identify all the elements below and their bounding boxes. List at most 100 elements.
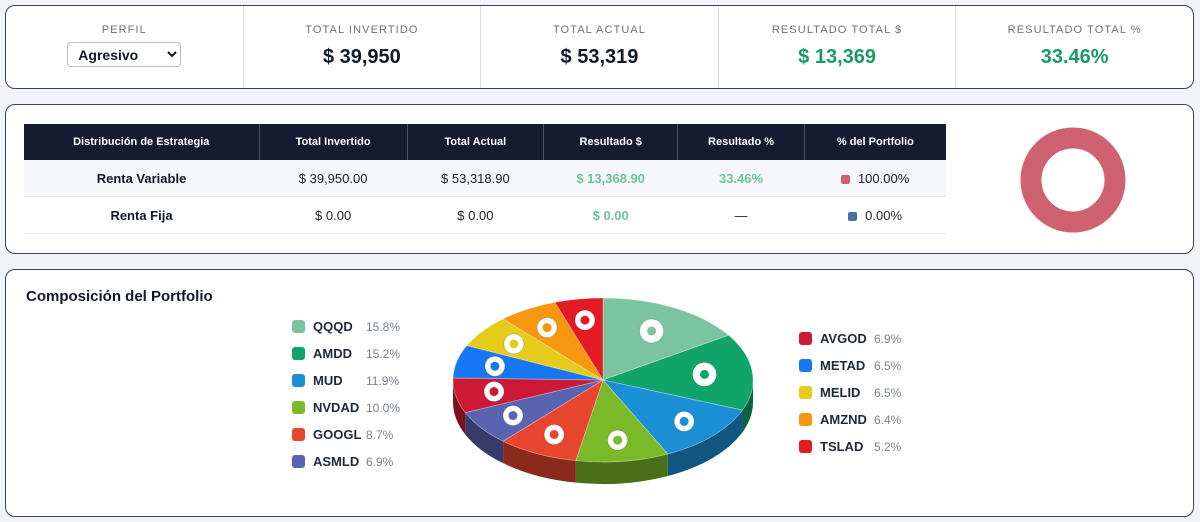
pie-logo-dot [699,369,709,379]
donut-ring[interactable] [1020,127,1126,233]
row-portfolio-pct: 0.00% [804,196,946,234]
legend-ticker: TSLAD [820,439,864,454]
pie-slice-side-amdd [742,380,753,433]
result-pct-value: 33.46% [1040,46,1109,68]
summary-card: PERFIL Agresivo TOTAL INVERTIDO $ 39,950… [5,5,1194,89]
pie-logo-dot [549,429,559,439]
profile-select[interactable]: Agresivo [67,42,182,67]
pie-slice-mud[interactable] [601,379,744,455]
composition-title: Composición del Portfolio [26,288,213,305]
row-portfolio-pct: 100.00% [804,160,946,197]
row-result: $ 0.00 [543,196,678,234]
result-total-value: $ 13,369 [798,46,876,68]
pie-logo-dot [647,326,657,336]
header-strategy: Distribución de Estrategia [24,124,260,160]
broadcom-icon [799,332,812,345]
row-invested: $ 39,950.00 [259,160,408,197]
row-result-pct: — [677,196,805,234]
legend-ticker: METAD [820,358,866,373]
profile-label: PERFIL [101,24,147,36]
pie-sides [453,380,753,484]
legend-item[interactable]: GOOGL 8.7% [292,421,400,448]
legend-left: QQQD 15.8% AMDD 15.2% MUD 11.9% NVDAD 10.0% GOOG… [292,313,400,475]
pie-logo-dot [489,387,499,397]
portfolio-pct-value: 0.00% [865,207,903,223]
pie-slice-qqqd[interactable] [602,297,730,381]
row-name: Renta Fija [24,196,260,234]
pie-slice-side-asmld [465,412,504,464]
row-result-pct: 33.46% [677,160,805,197]
profile-metric: PERFIL Agresivo [6,6,244,88]
legend-percent: 6.9% [874,331,902,346]
nvidia-icon [292,401,305,414]
legend-item[interactable]: QQQD 15.8% [292,313,400,340]
row-invested: $ 0.00 [259,196,408,234]
legend-item[interactable]: ASMLD 6.9% [292,448,400,475]
header-current: Total Actual [407,124,545,160]
legend-item[interactable]: AMDD 15.2% [292,340,400,367]
pie-logo-dot [508,411,518,421]
legend-ticker: MELID [820,385,861,400]
legend-item[interactable]: AMZND 6.4% [799,406,901,433]
legend-percent: 11.9% [366,373,400,388]
table-row: Renta Variable $ 39,950.00 $ 53,318.90 $… [24,160,946,197]
legend-ticker: AMDD [313,346,352,361]
result-total-metric: RESULTADO TOTAL $ $ 13,369 [719,6,957,88]
google-icon [292,428,305,441]
pie-slice-asmld[interactable] [464,379,604,442]
total-invested-label: TOTAL INVERTIDO [305,24,419,36]
color-swatch [848,211,858,221]
legend-ticker: AVGOD [820,331,867,346]
asml-icon [292,455,305,468]
header-result-pct: Resultado % [677,124,805,160]
pie-logo-dot [509,339,519,349]
legend-item[interactable]: MUD 11.9% [292,367,400,394]
pie-slice-side-mud [667,410,743,476]
pie-slice-side-avgod [453,380,466,435]
meta-icon [799,359,812,372]
legend-percent: 8.7% [366,427,394,442]
pie-slice-melid[interactable] [466,318,604,381]
color-swatch [840,174,850,184]
legend-ticker: AMZND [820,412,867,427]
result-pct-label: RESULTADO TOTAL % [1007,24,1142,36]
legend-item[interactable]: NVDAD 10.0% [292,394,400,421]
total-current-label: TOTAL ACTUAL [552,24,647,36]
legend-percent: 6.9% [366,454,394,469]
legend-item[interactable]: METAD 6.5% [799,352,901,379]
legend-percent: 15.2% [366,346,401,361]
legend-percent: 6.5% [874,385,902,400]
header-invested: Total Invertido [259,124,408,160]
total-current-metric: TOTAL ACTUAL $ 53,319 [481,6,719,88]
legend-item[interactable]: MELID 6.5% [799,379,901,406]
total-current-value: $ 53,319 [560,46,639,68]
composition-pie-chart [452,297,754,484]
legend-item[interactable]: AVGOD 6.9% [799,325,901,352]
composition-card: Composición del Portfolio QQQD 15.8% AMDD 1… [5,269,1194,517]
pie-slice-amdd[interactable] [601,334,754,411]
row-current: $ 53,318.90 [407,160,544,197]
row-current: $ 0.00 [407,196,544,234]
micron-icon [292,374,305,387]
portfolio-pct-value: 100.00% [857,170,910,186]
legend-percent: 6.5% [874,358,902,373]
legend-percent: 15.8% [366,319,401,334]
row-name: Renta Variable [24,160,260,197]
pie-slice-side-googl [503,441,576,483]
result-total-label: RESULTADO TOTAL $ [771,24,903,36]
legend-ticker: QQQD [313,319,353,334]
amazon-icon [799,413,812,426]
amd-icon [292,347,305,360]
total-invested-value: $ 39,950 [322,46,401,68]
invesco-icon [292,320,305,333]
pie-logo-dot [490,361,500,371]
legend-item[interactable]: TSLAD 5.2% [799,433,901,460]
strategy-header-row: Distribución de Estrategia Total Inverti… [24,124,946,160]
pie-slice-side-nvdad [575,453,668,484]
pie-slice-googl[interactable] [502,379,604,462]
pie-slice-amznd[interactable] [502,301,604,381]
pie-slice-nvdad[interactable] [575,379,669,463]
total-invested-metric: TOTAL INVERTIDO $ 39,950 [244,6,482,88]
legend-right: AVGOD 6.9% METAD 6.5% MELID 6.5% AMZND 6.4% TSLA… [799,325,901,460]
legend-ticker: NVDAD [313,400,360,415]
